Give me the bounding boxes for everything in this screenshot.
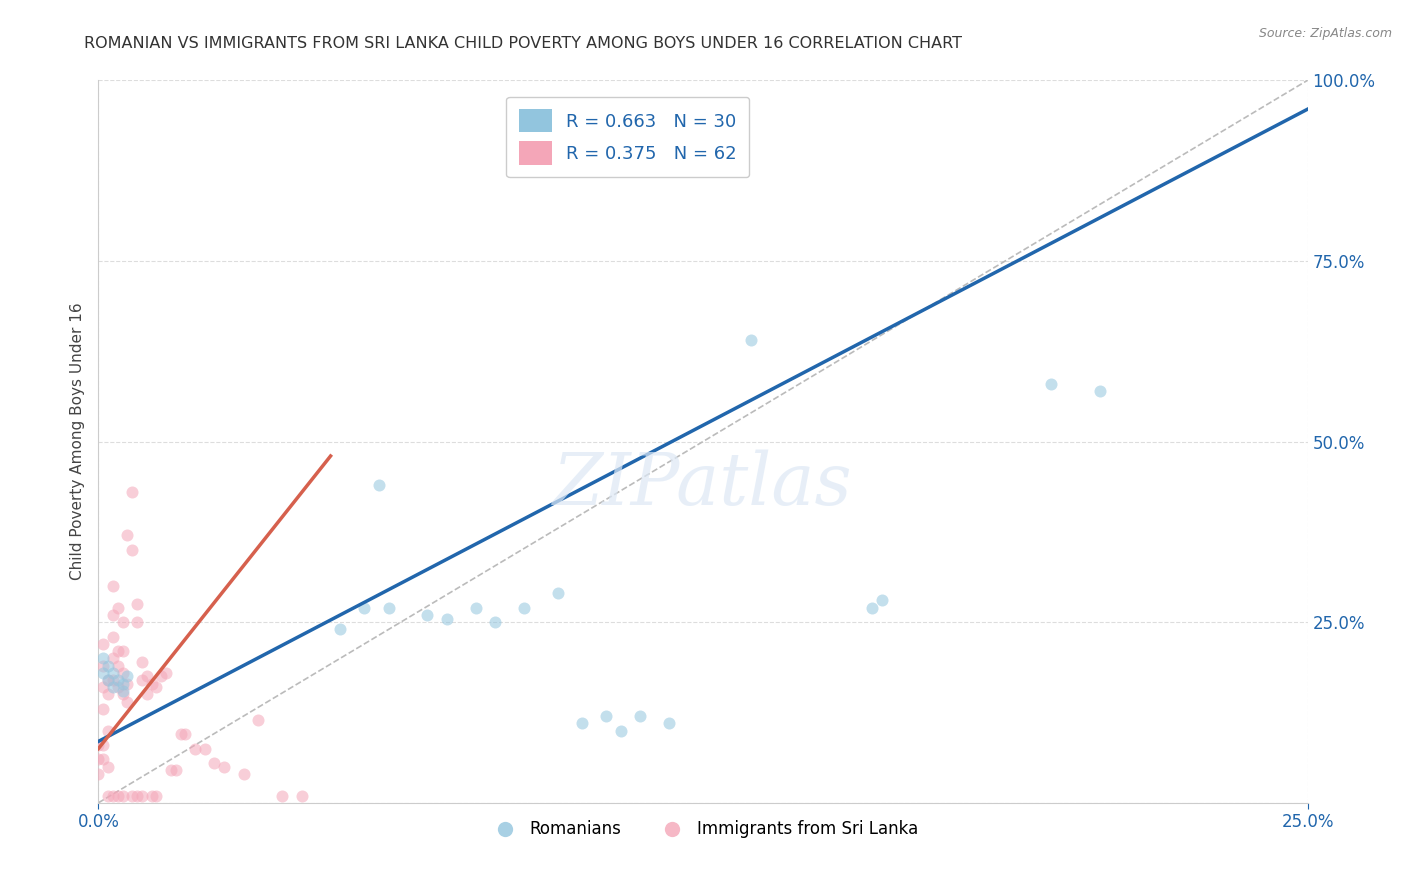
Y-axis label: Child Poverty Among Boys Under 16: Child Poverty Among Boys Under 16 [69, 302, 84, 581]
Point [353, 600, 375, 615]
Point [141, 676, 163, 690]
Point [1088, 384, 1111, 398]
Point [436, 611, 458, 625]
Point [610, 723, 633, 738]
Point [97, 658, 120, 673]
Point [121, 485, 143, 500]
Point [101, 579, 124, 593]
Point [571, 716, 593, 731]
Point [271, 789, 294, 803]
Point [107, 673, 129, 687]
Point [547, 586, 569, 600]
Point [101, 789, 124, 803]
Legend: Romanians, Immigrants from Sri Lanka: Romanians, Immigrants from Sri Lanka [481, 814, 925, 845]
Point [111, 683, 134, 698]
Point [290, 789, 312, 803]
Point [117, 669, 139, 683]
Point [97, 673, 120, 687]
Point [107, 680, 129, 694]
Point [91, 651, 114, 665]
Point [91, 637, 114, 651]
Point [628, 709, 651, 723]
Point [111, 644, 134, 658]
Text: ZIPatlas: ZIPatlas [553, 450, 853, 520]
Point [740, 334, 762, 348]
Point [101, 607, 124, 622]
Point [145, 680, 167, 694]
Point [87, 752, 110, 766]
Point [464, 600, 486, 615]
Point [101, 630, 124, 644]
Point [131, 655, 153, 669]
Point [97, 760, 120, 774]
Point [184, 741, 207, 756]
Point [232, 767, 254, 781]
Point [131, 673, 153, 687]
Point [160, 764, 183, 778]
Text: Source: ZipAtlas.com: Source: ZipAtlas.com [1258, 27, 1392, 40]
Point [87, 767, 110, 781]
Point [97, 673, 120, 687]
Point [97, 723, 120, 738]
Point [107, 658, 129, 673]
Point [117, 528, 139, 542]
Point [513, 600, 536, 615]
Point [117, 676, 139, 690]
Point [91, 738, 114, 752]
Point [101, 665, 124, 680]
Point [145, 789, 167, 803]
Point [111, 665, 134, 680]
Point [484, 615, 506, 630]
Point [91, 658, 114, 673]
Point [107, 600, 129, 615]
Point [165, 764, 187, 778]
Point [135, 669, 157, 683]
Point [329, 623, 352, 637]
Point [135, 687, 157, 701]
Point [111, 676, 134, 690]
Point [111, 687, 134, 701]
Point [1040, 376, 1063, 391]
Point [101, 673, 124, 687]
Point [127, 597, 149, 611]
Point [658, 716, 681, 731]
Point [91, 680, 114, 694]
Point [870, 593, 893, 607]
Point [150, 669, 173, 683]
Point [194, 741, 217, 756]
Point [416, 607, 439, 622]
Point [91, 665, 114, 680]
Point [174, 727, 197, 741]
Point [377, 600, 399, 615]
Point [121, 542, 143, 557]
Point [141, 789, 163, 803]
Text: ROMANIAN VS IMMIGRANTS FROM SRI LANKA CHILD POVERTY AMONG BOYS UNDER 16 CORRELAT: ROMANIAN VS IMMIGRANTS FROM SRI LANKA CH… [84, 36, 962, 51]
Point [169, 727, 191, 741]
Point [121, 789, 143, 803]
Point [117, 695, 139, 709]
Point [107, 789, 129, 803]
Point [107, 644, 129, 658]
Point [111, 789, 134, 803]
Point [595, 709, 617, 723]
Point [97, 687, 120, 701]
Point [87, 738, 110, 752]
Point [131, 789, 153, 803]
Point [91, 752, 114, 766]
Point [91, 702, 114, 716]
Point [111, 615, 134, 630]
Point [101, 680, 124, 694]
Point [155, 665, 177, 680]
Point [204, 756, 226, 770]
Point [97, 789, 120, 803]
Point [212, 760, 235, 774]
Point [127, 789, 149, 803]
Point [101, 651, 124, 665]
Point [860, 600, 883, 615]
Point [368, 478, 391, 492]
Point [127, 615, 149, 630]
Point [247, 713, 270, 727]
